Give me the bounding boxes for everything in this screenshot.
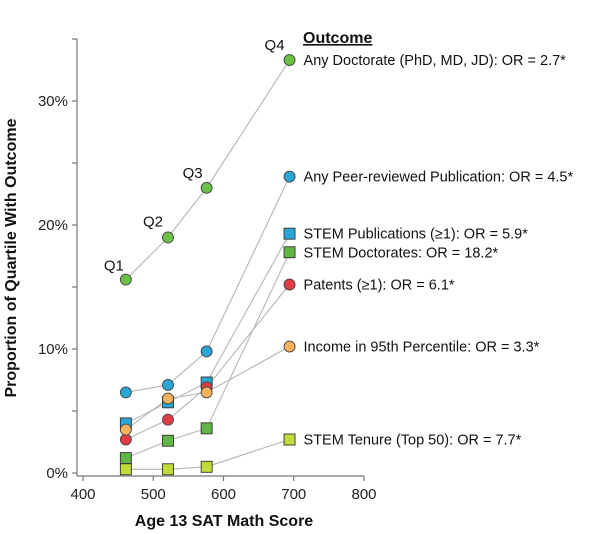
series-line	[125, 438, 290, 470]
axes: 0% 10% 20% 30% 400 500 600 700 800	[38, 38, 377, 503]
y-tick-label: 20%	[38, 217, 68, 234]
data-point	[200, 345, 213, 358]
series-markers	[119, 54, 296, 476]
data-point	[200, 460, 213, 473]
series-line	[125, 284, 290, 441]
quartile-label: Q1	[104, 258, 124, 275]
series-line	[125, 346, 290, 431]
data-point	[283, 170, 296, 183]
data-point	[119, 463, 132, 476]
data-point	[283, 278, 296, 291]
y-tick-label: 0%	[46, 465, 68, 482]
series-line	[125, 176, 291, 393]
data-point	[283, 340, 296, 353]
legend-label: Any Doctorate (PhD, MD, JD): OR = 2.7*	[304, 53, 567, 69]
legend-label: STEM Doctorates: OR = 18.2*	[304, 245, 499, 261]
data-point	[283, 54, 296, 67]
x-tick-label: 800	[351, 486, 376, 503]
data-point	[283, 246, 296, 259]
data-point	[283, 227, 296, 240]
x-tick-label: 500	[141, 486, 166, 503]
legend: Any Doctorate (PhD, MD, JD): OR = 2.7* An…	[304, 53, 574, 448]
data-point	[119, 386, 132, 399]
data-point	[119, 273, 132, 286]
x-axis-title: Age 13 SAT Math Score	[135, 513, 314, 530]
data-point	[119, 452, 132, 465]
data-point	[162, 434, 174, 447]
quartile-label: Q3	[183, 165, 203, 182]
data-point	[283, 433, 296, 446]
data-point	[200, 386, 213, 399]
series-line	[125, 252, 291, 459]
series-line	[125, 233, 291, 424]
legend-label: STEM Tenure (Top 50): OR = 7.7*	[304, 433, 522, 449]
quartile-label: Q4	[265, 37, 285, 54]
y-tick-label: 30%	[38, 93, 68, 110]
legend-label: Income in 95th Percentile: OR = 3.3*	[304, 340, 540, 356]
y-axis-title: Proportion of Quartile With Outcome	[3, 118, 20, 397]
data-point	[200, 422, 213, 435]
labels: Age 13 SAT Math Score Proportion of Quar…	[3, 30, 372, 530]
series-lines	[125, 59, 291, 470]
x-tick-label: 400	[70, 486, 95, 503]
data-point	[162, 379, 174, 391]
legend-label: Patents (≥1): OR = 6.1*	[304, 278, 455, 294]
y-tick-label: 10%	[38, 341, 68, 358]
data-point	[162, 463, 174, 476]
series-line	[125, 59, 290, 280]
quartile-label: Q2	[143, 213, 163, 230]
legend-title: Outcome	[303, 30, 372, 47]
data-point	[119, 433, 132, 446]
data-point	[162, 392, 174, 405]
x-tick-label: 700	[281, 486, 306, 503]
legend-label: STEM Publications (≥1): OR = 5.9*	[304, 227, 529, 243]
x-tick-label: 600	[211, 486, 236, 503]
data-point	[162, 231, 174, 244]
data-point	[200, 181, 213, 194]
data-point	[162, 413, 174, 426]
legend-label: Any Peer-reviewed Publication: OR = 4.5*	[304, 170, 574, 186]
data-point	[119, 423, 132, 436]
